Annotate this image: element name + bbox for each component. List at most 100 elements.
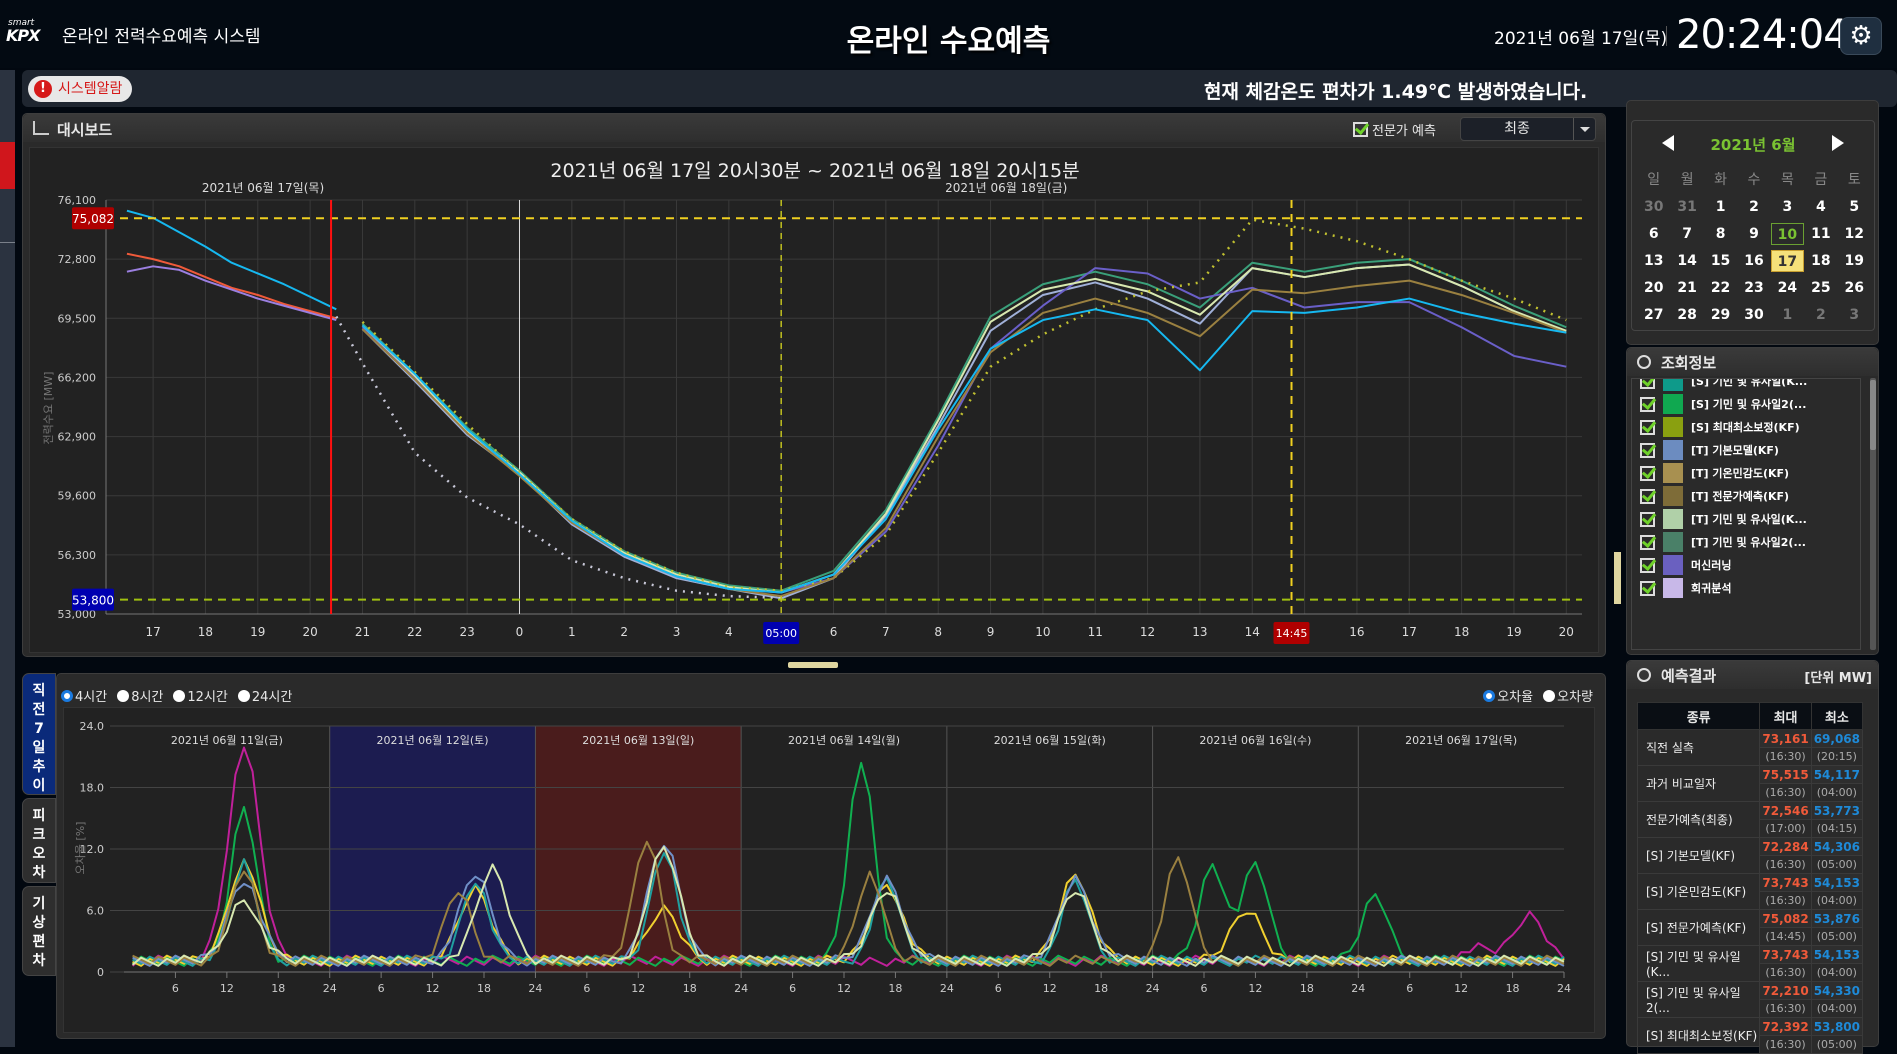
left-nav-active-item[interactable] (0, 142, 15, 189)
legend-scrollbar[interactable] (1870, 378, 1876, 650)
legend-item[interactable]: [T] 전문가예측(KF) (1640, 486, 1789, 506)
calendar-day[interactable]: 11 (1811, 226, 1831, 242)
calendar-day[interactable]: 17 (1770, 250, 1805, 272)
side-resize-handle[interactable] (1614, 552, 1621, 604)
svg-text:12: 12 (1454, 982, 1468, 995)
calendar-day[interactable]: 18 (1811, 253, 1831, 269)
calendar-day[interactable]: 5 (1849, 199, 1860, 215)
prev-month-button[interactable] (1662, 135, 1674, 151)
calendar-day[interactable]: 9 (1749, 226, 1759, 242)
checkbox-checked-icon[interactable] (1353, 122, 1368, 137)
radio-option[interactable]: 8시간 (117, 686, 163, 705)
legend-item[interactable]: 회귀분석 (1640, 578, 1731, 598)
legend-label: [T] 기본모델(KF) (1691, 444, 1779, 457)
checkbox-checked-icon[interactable] (1640, 534, 1655, 550)
calendar-day[interactable]: 1 (1782, 307, 1793, 323)
table-row[interactable]: 전문가예측(최종) 72,546 53,773 (1636, 801, 1864, 838)
calendar-day[interactable]: 1 (1715, 199, 1726, 215)
calendar-day[interactable]: 12 (1844, 226, 1865, 242)
chevron-down-icon[interactable] (1573, 118, 1595, 140)
checkbox-checked-icon[interactable] (1640, 557, 1655, 573)
calendar-day[interactable]: 2 (1749, 199, 1759, 215)
legend-item[interactable]: 머신러닝 (1640, 555, 1731, 575)
radio-option[interactable]: 오차율 (1483, 686, 1533, 705)
color-swatch (1663, 440, 1683, 460)
calendar-day[interactable]: 29 (1710, 307, 1731, 323)
checkbox-checked-icon[interactable] (1640, 396, 1655, 412)
calendar-day[interactable]: 21 (1677, 280, 1697, 296)
calendar-day[interactable]: 30 (1643, 199, 1664, 215)
checkbox-checked-icon[interactable] (1640, 419, 1655, 435)
calendar-day[interactable]: 27 (1643, 307, 1664, 323)
table-row[interactable]: 과거 비교일자 75,515 54,117 (1636, 765, 1864, 802)
calendar-day[interactable]: 8 (1715, 226, 1726, 242)
demand-line-chart: 76,100 72,800 69,500 66,200 62,900 59,600 56,3… (42, 181, 1582, 644)
legend-item[interactable]: [S] 최대최소보정(KF) (1640, 417, 1800, 437)
calendar-day[interactable]: 22 (1710, 280, 1731, 296)
min-value: 54,330 (1810, 981, 1864, 1000)
next-month-button[interactable] (1832, 135, 1844, 151)
legend-item[interactable]: [T] 기민 및 유사일2(... (1640, 532, 1806, 552)
table-row[interactable]: [S] 기민 및 유사일2(... 72,210 54,330 (1636, 981, 1864, 1018)
expert-forecast-select[interactable]: 최종 (1460, 117, 1596, 141)
checkbox-checked-icon[interactable] (1640, 379, 1655, 389)
calendar-day[interactable]: 28 (1677, 307, 1697, 323)
calendar-day[interactable]: 6 (1648, 226, 1659, 242)
legend-item[interactable]: [S] 기민 및 유사일2(... (1640, 394, 1806, 414)
settings-button[interactable]: ⚙ (1840, 17, 1882, 55)
legend-label: [T] 전문가예측(KF) (1691, 490, 1790, 503)
calendar-day[interactable]: 15 (1710, 253, 1731, 269)
radio-button[interactable] (1483, 689, 1496, 702)
checkbox-checked-icon[interactable] (1640, 580, 1655, 596)
table-row[interactable]: [S] 전문가예측(KF) 75,082 53,876 (1636, 909, 1864, 946)
table-row[interactable]: [S] 기민 및 유사일(K... 73,743 54,153 (1636, 945, 1864, 982)
radio-button[interactable] (173, 689, 186, 702)
calendar-day[interactable]: 23 (1744, 280, 1764, 296)
legend-item[interactable]: [T] 기온민감도(KF) (1640, 463, 1789, 483)
calendar-day[interactable]: 7 (1682, 226, 1692, 242)
radio-button[interactable] (117, 689, 130, 702)
calendar-day[interactable]: 20 (1643, 280, 1664, 296)
table-row[interactable]: [S] 기온민감도(KF) 73,743 54,153 (1636, 873, 1864, 910)
checkbox-checked-icon[interactable] (1640, 442, 1655, 458)
legend-item[interactable]: [S] 기민 및 유사일(K... (1640, 379, 1807, 391)
calendar-day[interactable]: 10 (1770, 223, 1805, 245)
calendar-day[interactable]: 4 (1815, 199, 1826, 215)
table-row[interactable]: [S] 최대최소보정(KF) 72,392 53,800 (1636, 1017, 1864, 1054)
calendar-day[interactable]: 13 (1643, 253, 1664, 269)
calendar-day[interactable]: 24 (1777, 280, 1798, 296)
calendar-day[interactable]: 31 (1677, 199, 1697, 215)
panel-resize-handle[interactable] (788, 662, 838, 668)
radio-option[interactable]: 24시간 (237, 686, 292, 705)
svg-text:2021년 06월 11일(금): 2021년 06월 11일(금) (171, 733, 283, 747)
legend-item[interactable]: [T] 기본모델(KF) (1640, 440, 1779, 460)
calendar-day[interactable]: 26 (1844, 280, 1865, 296)
system-alarm-button[interactable]: ! 시스템알람 (28, 76, 133, 102)
calendar-day[interactable]: 3 (1782, 199, 1793, 215)
expert-forecast-toggle[interactable]: 전문가 예측 (1353, 120, 1436, 139)
checkbox-checked-icon[interactable] (1640, 465, 1655, 481)
radio-button[interactable] (237, 689, 250, 702)
scroll-thumb[interactable] (1870, 380, 1876, 450)
calendar-day[interactable]: 19 (1844, 253, 1865, 269)
svg-text:18.0: 18.0 (80, 782, 105, 795)
radio-button[interactable] (61, 689, 73, 702)
calendar-day[interactable]: 30 (1744, 307, 1764, 323)
radio-option[interactable]: 4시간 (61, 686, 107, 705)
radio-option[interactable]: 오차량 (1543, 686, 1593, 705)
radio-button[interactable] (1543, 689, 1556, 702)
calendar-day[interactable]: 3 (1849, 307, 1860, 323)
calendar-day[interactable]: 16 (1744, 253, 1764, 269)
calendar-day[interactable]: 2 (1815, 307, 1826, 323)
table-row[interactable]: 직전 실측 73,161 69,068 (1636, 729, 1864, 766)
calendar-day[interactable]: 25 (1811, 280, 1831, 296)
legend-item[interactable]: [T] 기민 및 유사일(K... (1640, 509, 1807, 529)
checkbox-checked-icon[interactable] (1640, 488, 1655, 504)
table-row[interactable]: [S] 기본모델(KF) 72,284 54,306 (1636, 837, 1864, 874)
checkbox-checked-icon[interactable] (1640, 511, 1655, 527)
calendar-day[interactable]: 14 (1677, 253, 1697, 269)
radio-option[interactable]: 12시간 (173, 686, 228, 705)
